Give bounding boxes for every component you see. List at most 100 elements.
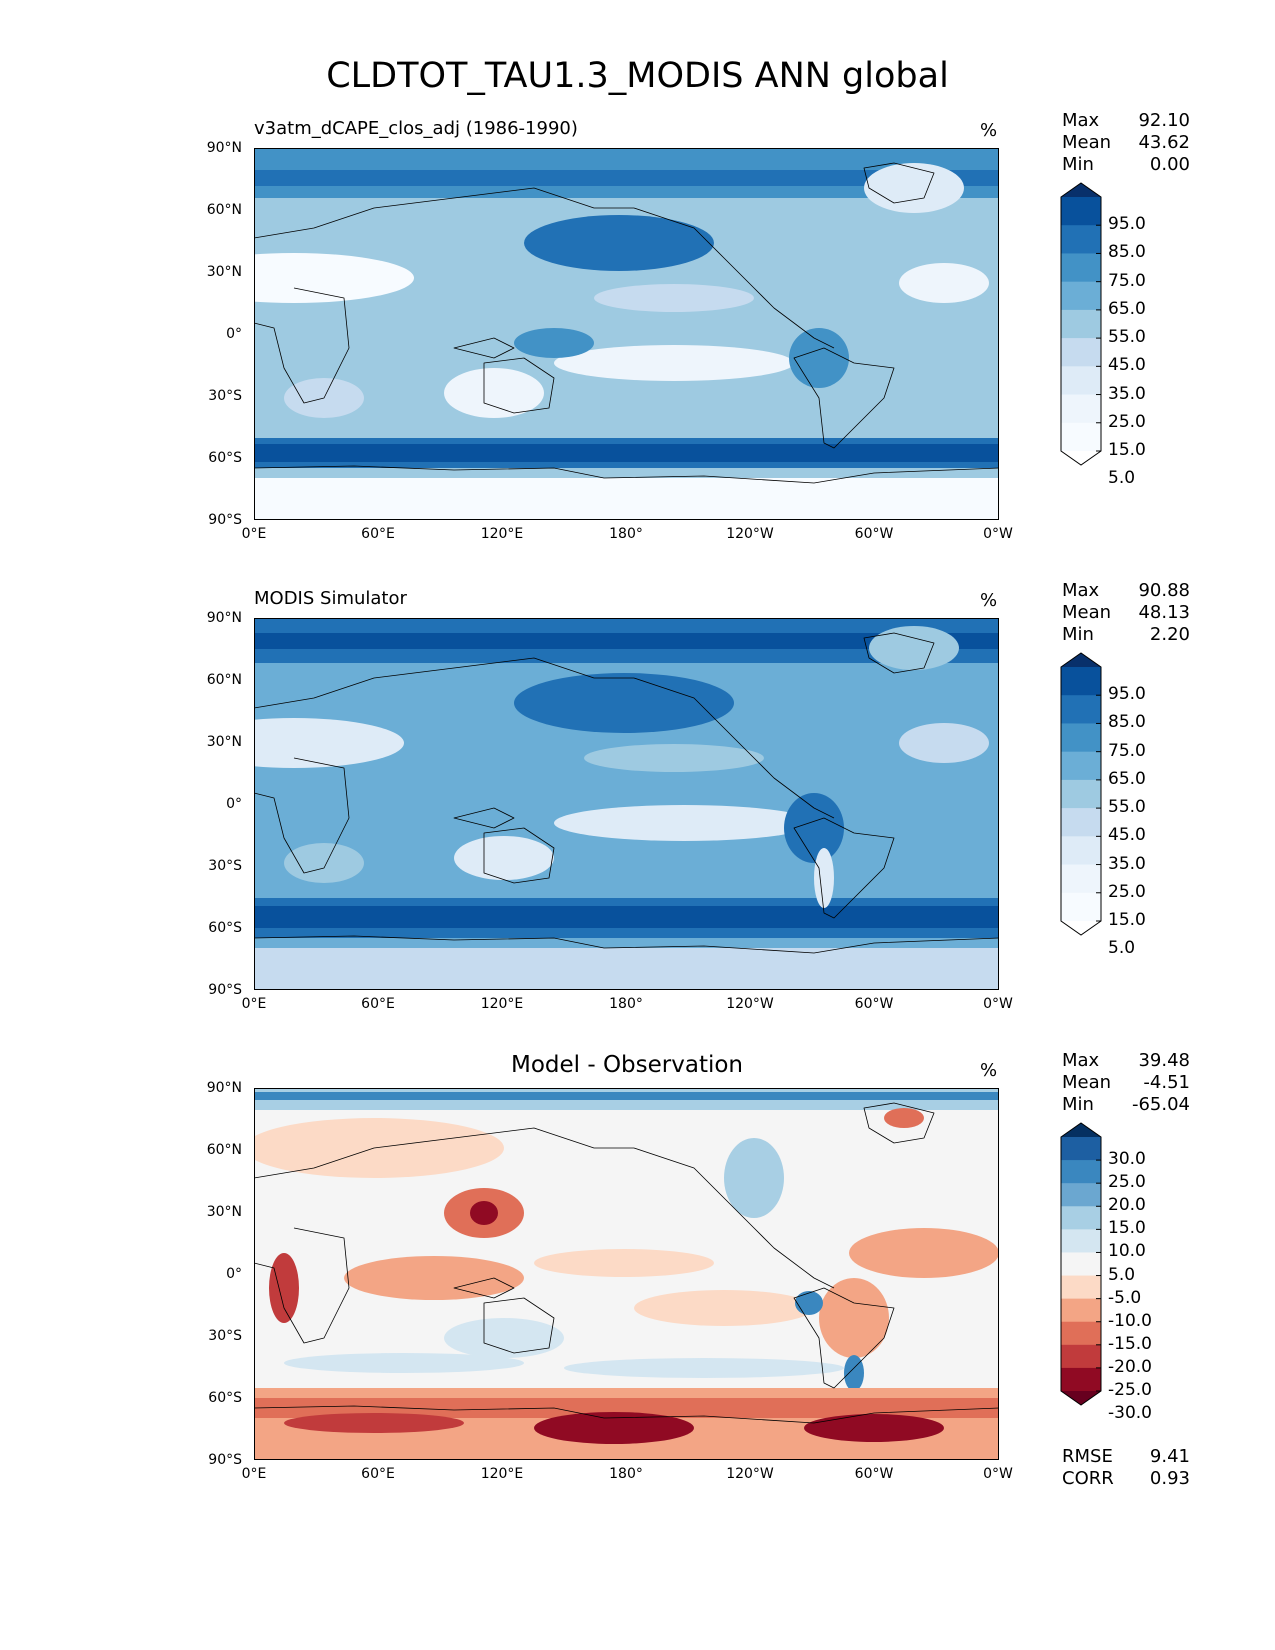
colorbar-segment bbox=[1061, 864, 1101, 894]
panel-stats: Max 92.10 Mean 43.62 Min 0.00 bbox=[1062, 110, 1190, 176]
colorbar-label: -10.0 bbox=[1108, 1310, 1152, 1331]
colorbar-segment bbox=[1061, 808, 1101, 837]
colorbar-segment bbox=[1061, 836, 1101, 866]
stat-label: Max bbox=[1062, 110, 1100, 131]
colorbar-extend-min bbox=[1061, 1391, 1101, 1405]
colorbar-label: 15.0 bbox=[1108, 910, 1146, 930]
colorbar-label: 5.0 bbox=[1108, 938, 1136, 959]
stat-mean: -4.51 bbox=[1143, 1072, 1190, 1093]
lon-label: 120°W bbox=[726, 1466, 774, 1482]
colorbar-graphic bbox=[1060, 182, 1102, 480]
lat-label: 0° bbox=[226, 796, 242, 812]
lon-label: 60°W bbox=[854, 1466, 894, 1482]
colorbar-label: 35.0 bbox=[1108, 853, 1146, 874]
stat-label: Max bbox=[1062, 580, 1100, 601]
lat-label: 60°S bbox=[208, 920, 242, 936]
lon-label: 120°E bbox=[480, 1466, 524, 1482]
lon-label: 0°W bbox=[983, 996, 1013, 1012]
colorbar-graphic bbox=[1060, 1122, 1102, 1415]
colorbar-label: -5.0 bbox=[1108, 1287, 1142, 1308]
colorbar-segment bbox=[1061, 197, 1101, 226]
colorbar-label: 95.0 bbox=[1108, 214, 1146, 235]
lat-label: 90°S bbox=[208, 982, 242, 998]
colorbar-segment bbox=[1061, 309, 1101, 339]
panel-title: MODIS Simulator bbox=[254, 588, 407, 609]
colorbar-label: 75.0 bbox=[1108, 740, 1146, 761]
colorbar-label: 55.0 bbox=[1108, 797, 1146, 818]
stat-min: 2.20 bbox=[1149, 624, 1190, 645]
panel-stats: Max 39.48 Mean -4.51 Min -65.04 bbox=[1062, 1050, 1190, 1116]
lat-label: 90°N bbox=[206, 1080, 242, 1096]
lat-label: 90°S bbox=[208, 1452, 242, 1468]
lat-label: 30°N bbox=[206, 734, 242, 750]
lon-label: 0°W bbox=[983, 1466, 1013, 1482]
stat-max: 90.88 bbox=[1138, 580, 1190, 601]
colorbar-segment bbox=[1061, 695, 1101, 724]
colorbar-label: -15.0 bbox=[1108, 1333, 1152, 1354]
stat-label: Mean bbox=[1062, 1072, 1112, 1093]
colorbar-label: 5.0 bbox=[1108, 468, 1136, 489]
colorbar-label: 15.0 bbox=[1108, 1218, 1146, 1239]
panel-title: v3atm_dCAPE_clos_adj (1986-1990) bbox=[254, 118, 578, 139]
colorbar: 95.0 85.0 75.0 65.0 55.0 45.0 35.0 25.0 15.0 5.0 bbox=[1060, 182, 1146, 488]
lon-label: 60°E bbox=[361, 1466, 395, 1482]
panel-difference: Model - Observation % bbox=[0, 1050, 1275, 1518]
stat-rmse: 9.41 bbox=[1149, 1446, 1190, 1467]
colorbar-label: 35.0 bbox=[1108, 383, 1146, 404]
stat-label: Min bbox=[1062, 1094, 1094, 1115]
map-plot bbox=[254, 1088, 999, 1460]
lat-label: 60°N bbox=[206, 672, 242, 688]
colorbar-segment bbox=[1061, 366, 1101, 396]
panel-stats: Max 90.88 Mean 48.13 Min 2.20 bbox=[1062, 580, 1190, 646]
colorbar-extend-max bbox=[1061, 1123, 1101, 1137]
colorbar-label: 65.0 bbox=[1108, 768, 1146, 789]
stat-max: 92.10 bbox=[1138, 110, 1190, 131]
colorbar-label: 45.0 bbox=[1108, 825, 1146, 846]
colorbar-segment bbox=[1061, 1321, 1101, 1346]
colorbar-label: 55.0 bbox=[1108, 327, 1146, 348]
colorbar-segment bbox=[1061, 394, 1101, 424]
colorbar-extend-max bbox=[1061, 183, 1101, 197]
lon-label: 60°E bbox=[361, 526, 395, 542]
lat-label: 90°N bbox=[206, 610, 242, 626]
lon-label: 60°W bbox=[854, 526, 894, 542]
colorbar-segment bbox=[1061, 1229, 1101, 1253]
stat-mean: 43.62 bbox=[1138, 132, 1190, 153]
colorbar-segment bbox=[1061, 1206, 1101, 1230]
colorbar-segment bbox=[1061, 1367, 1101, 1392]
colorbar-label: -25.0 bbox=[1108, 1380, 1152, 1400]
colorbar-segment bbox=[1061, 1252, 1101, 1277]
lat-label: 30°S bbox=[208, 388, 242, 404]
lat-label: 30°S bbox=[208, 1328, 242, 1344]
colorbar-segment bbox=[1061, 422, 1101, 452]
panel-units: % bbox=[980, 590, 998, 611]
colorbar-label: 95.0 bbox=[1108, 684, 1146, 705]
colorbar-label: 20.0 bbox=[1108, 1195, 1146, 1216]
colorbar-label: 75.0 bbox=[1108, 270, 1146, 291]
stat-label: Mean bbox=[1062, 602, 1112, 623]
lat-label: 60°N bbox=[206, 202, 242, 218]
colorbar: 30.0 25.0 20.0 15.0 10.0 5.0 -5.0 -10.0 -15.0 -20… bbox=[1060, 1122, 1152, 1423]
error-stats: RMSE 9.41 CORR 0.93 bbox=[1062, 1446, 1190, 1490]
stat-label: Min bbox=[1062, 624, 1094, 645]
lon-label: 120°W bbox=[726, 996, 774, 1012]
colorbar-extend-min bbox=[1061, 921, 1101, 935]
colorbar-label: -30.0 bbox=[1108, 1403, 1152, 1424]
stat-mean: 48.13 bbox=[1138, 602, 1190, 623]
panel-units: % bbox=[980, 1060, 998, 1081]
colorbar-label: 15.0 bbox=[1108, 440, 1146, 460]
colorbar-label: -20.0 bbox=[1108, 1356, 1152, 1377]
colorbar-segment bbox=[1061, 1298, 1101, 1323]
lat-label: 90°S bbox=[208, 512, 242, 528]
lat-label: 0° bbox=[226, 326, 242, 342]
lat-label: 30°S bbox=[208, 858, 242, 874]
panel-title: Model - Observation bbox=[510, 1052, 744, 1078]
colorbar-segment bbox=[1061, 281, 1101, 311]
lon-label: 0°E bbox=[241, 1466, 267, 1482]
lon-label: 0°E bbox=[241, 526, 267, 542]
colorbar-segment bbox=[1061, 225, 1101, 254]
colorbar-segment bbox=[1061, 1137, 1101, 1161]
colorbar-segment bbox=[1061, 1275, 1101, 1300]
stat-min: 0.00 bbox=[1149, 154, 1190, 175]
colorbar-label: 85.0 bbox=[1108, 712, 1146, 733]
